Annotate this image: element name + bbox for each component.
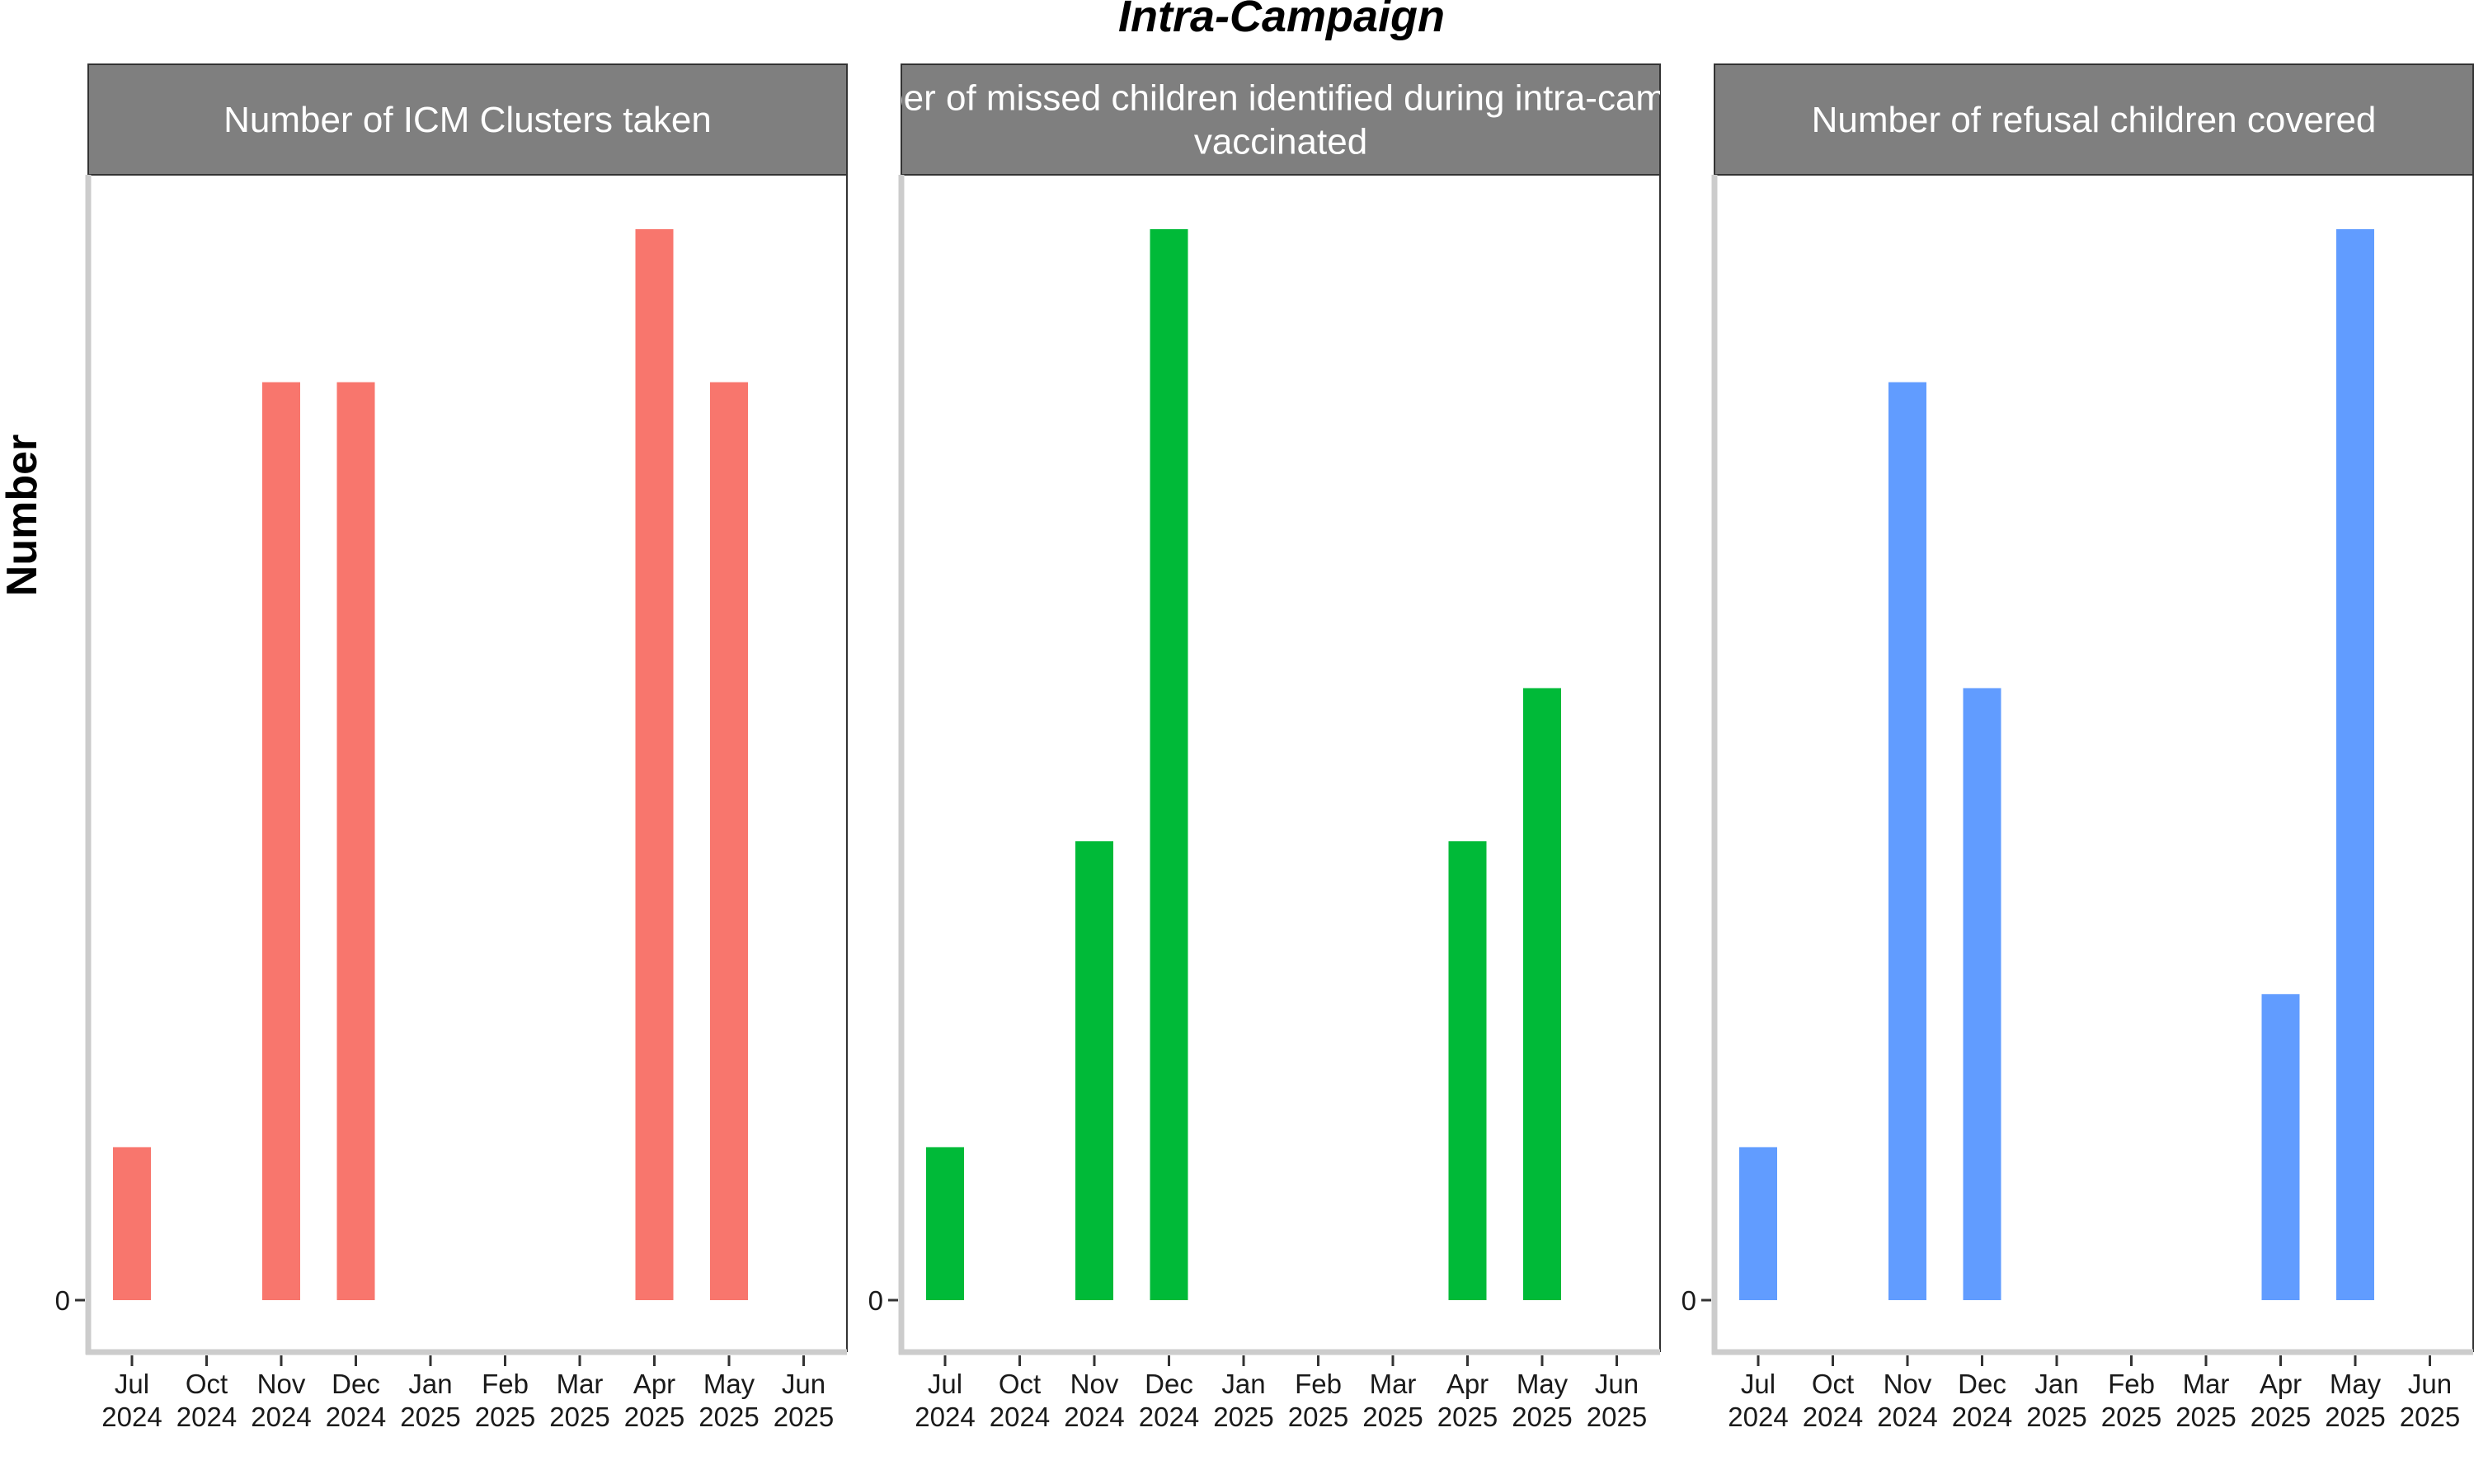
y-tick-label: 0 [868,1285,883,1316]
x-tick-label: Feb 2025 [2101,1369,2161,1432]
x-tick-label: Jul 2024 [101,1369,162,1432]
x-tick-label: Jan 2025 [2026,1369,2086,1432]
x-tick-label: Apr 2025 [1437,1369,1498,1432]
x-tick-label: Feb 2025 [1288,1369,1348,1432]
facet-strip [901,63,1661,176]
x-tick-label: Jul 2024 [915,1369,975,1432]
y-axis-label: Number [0,434,46,596]
x-tick-label: Dec 2024 [1139,1369,1199,1432]
x-tick-label: Nov 2024 [1064,1369,1124,1432]
facet-strip-label: Number of ICM Clusters taken [223,100,712,140]
bar [113,1147,151,1300]
x-tick-label: Dec 2024 [1952,1369,2012,1432]
x-tick-label: Mar 2025 [1362,1369,1423,1432]
x-tick-label: May 2025 [1512,1369,1572,1432]
x-tick-label: Jul 2024 [1728,1369,1788,1432]
x-tick-label: Dec 2024 [326,1369,386,1432]
x-tick-label: May 2025 [2325,1369,2385,1432]
panel-3: Number of refusal children covered 0 Jul 20… [1681,63,2474,1432]
x-tick-label: Apr 2025 [2251,1369,2311,1432]
x-tick-label: Jan 2025 [1213,1369,1273,1432]
x-tick-label: Jun 2025 [2400,1369,2460,1432]
bar [1963,688,2001,1300]
y-tick-label: 0 [55,1285,70,1316]
x-tick-label: Feb 2025 [475,1369,535,1432]
x-tick-label: Jun 2025 [1587,1369,1647,1432]
panel-2: Number of missed children identified dur… [807,63,1754,1432]
x-tick-label: Oct 2024 [176,1369,237,1432]
bar [336,382,375,1301]
facet-strip-label: Number of missed children identified dur… [807,78,1754,162]
x-tick-label: Nov 2024 [251,1369,311,1432]
bar [710,382,748,1301]
x-tick-label: Oct 2024 [1803,1369,1863,1432]
y-tick-label: 0 [1681,1285,1696,1316]
bar [1888,382,1926,1301]
bar [926,1147,964,1300]
bar [1150,229,1188,1300]
bar [635,229,674,1300]
x-tick-label: Nov 2024 [1877,1369,1937,1432]
x-tick-label: Jun 2025 [774,1369,834,1432]
bar [1075,841,1113,1300]
x-tick-label: Jan 2025 [400,1369,460,1432]
bar [1523,688,1561,1300]
bar [2261,993,2300,1300]
bar [2336,229,2374,1300]
x-tick-label: Apr 2025 [624,1369,684,1432]
chart-title: Intra-Campaign [1118,0,1445,41]
bar [262,382,300,1301]
facet-strip [87,63,848,176]
x-tick-label: Oct 2024 [990,1369,1050,1432]
facet-strip-label: Number of refusal children covered [1812,100,2377,140]
facet-strip [1714,63,2474,176]
x-tick-label: Mar 2025 [2175,1369,2236,1432]
bar [1448,841,1487,1300]
x-tick-label: Mar 2025 [549,1369,609,1432]
x-tick-label: May 2025 [698,1369,759,1432]
bar [1739,1147,1777,1300]
